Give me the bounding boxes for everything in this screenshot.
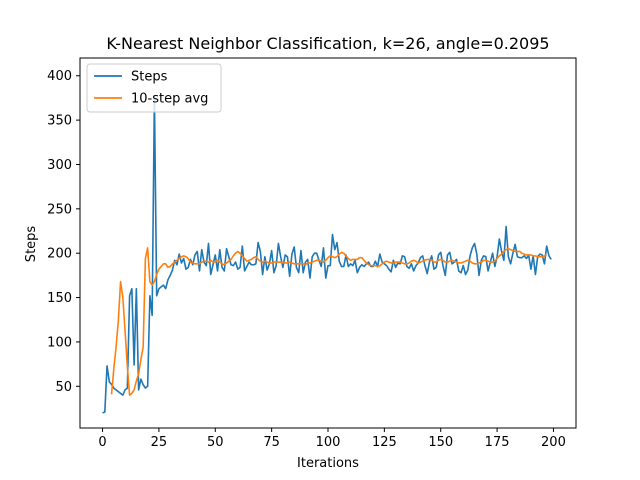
y-tick-label: 300 [47,158,72,173]
x-axis-label: Iterations [297,456,359,471]
series-line-avg [110,247,547,396]
y-tick-label: 400 [47,69,72,84]
series-line-steps [102,94,552,414]
y-tick-label: 200 [47,247,72,262]
x-axis: 0 25 50 75 100 125 150 175 200 [98,428,566,450]
y-tick-label: 350 [47,114,72,129]
x-tick-label: 75 [263,435,280,450]
y-tick-label: 50 [55,380,72,395]
y-tick-label: 150 [47,291,72,306]
x-tick-label: 200 [541,435,566,450]
legend-label: 10-step avg [131,92,208,107]
x-tick-label: 100 [316,435,341,450]
y-tick-label: 100 [47,335,72,350]
x-tick-label: 175 [485,435,510,450]
y-axis: 50 100 150 200 250 300 350 400 [47,69,80,395]
y-tick-label: 250 [47,202,72,217]
legend-label: Steps [131,70,168,85]
series-layer [102,94,552,414]
legend: Steps 10-step avg [86,63,222,113]
chart-title: K-Nearest Neighbor Classification, k=26,… [106,34,549,53]
x-tick-label: 50 [207,435,224,450]
x-tick-label: 125 [372,435,397,450]
x-tick-label: 25 [151,435,168,450]
y-axis-label: Steps [24,226,39,263]
x-tick-label: 150 [428,435,453,450]
x-tick-label: 0 [98,435,106,450]
